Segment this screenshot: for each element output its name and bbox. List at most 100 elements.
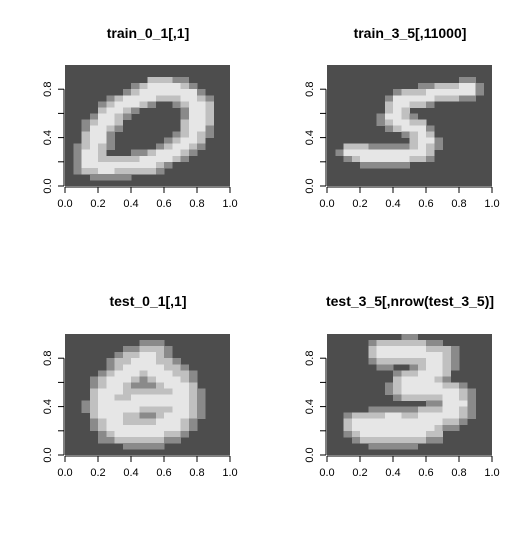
image-pixel: [197, 113, 206, 120]
image-pixel: [376, 340, 386, 347]
image-pixel: [106, 119, 115, 126]
image-pixel: [172, 436, 181, 444]
image-pixel: [180, 83, 190, 90]
image-pixel: [417, 406, 427, 414]
image-pixel: [197, 412, 206, 420]
image-pixel: [417, 376, 427, 383]
image-pixel: [122, 376, 132, 383]
image-pixel: [442, 358, 452, 365]
image-pixel: [417, 137, 427, 145]
image-pixel: [98, 430, 107, 438]
image-pixel: [401, 89, 410, 96]
image-pixel: [205, 119, 214, 126]
image-pixel: [131, 376, 140, 383]
image-pixel: [393, 412, 402, 420]
image-pixel: [131, 155, 140, 163]
image-pixel: [467, 83, 476, 90]
image-pixel: [401, 442, 410, 450]
image-pixel: [106, 101, 115, 108]
image-pixel: [81, 400, 91, 407]
image-pixel: [131, 442, 140, 450]
x-tick-label: 0.8: [451, 467, 466, 479]
image-pixel: [426, 346, 435, 353]
x-tick-label: 1.0: [222, 198, 237, 210]
image-pixel: [122, 89, 132, 96]
image-pixel: [131, 418, 140, 426]
image-pixel: [343, 149, 353, 157]
image-pixel: [384, 346, 394, 353]
image-pixel: [188, 149, 198, 157]
image-pixel: [197, 388, 206, 395]
image-pixel: [368, 340, 377, 347]
y-tick-label: 0.0: [42, 178, 54, 193]
image-pixel: [139, 352, 148, 359]
image-pixel: [351, 143, 361, 151]
image-pixel: [434, 418, 443, 426]
image-pixel: [434, 430, 443, 438]
panel-title: test_0_1[,1]: [109, 293, 186, 309]
image-pixel: [467, 412, 476, 420]
image-pixel: [122, 436, 132, 444]
image-pixel: [155, 418, 165, 426]
image-pixel: [98, 376, 107, 383]
image-pixel: [351, 155, 361, 163]
image-pixel: [122, 394, 132, 401]
image-pixel: [106, 173, 115, 181]
x-tick-label: 0.8: [189, 467, 204, 479]
image-pixel: [368, 352, 377, 359]
image-pixel: [409, 346, 419, 353]
image-pixel: [98, 388, 107, 395]
image-pixel: [89, 113, 99, 120]
image-pixel: [384, 406, 394, 414]
image-pixel: [122, 442, 132, 450]
image-pixel: [98, 406, 107, 414]
x-tick-label: 0.6: [418, 467, 433, 479]
image-pixel: [114, 394, 124, 401]
image-pixel: [459, 400, 468, 407]
image-pixel: [368, 430, 377, 438]
image-pixel: [155, 352, 165, 359]
image-pixel: [147, 406, 157, 414]
image-pixel: [122, 364, 132, 371]
image-pixel: [450, 388, 460, 395]
image-pixel: [426, 83, 435, 90]
image-pixel: [139, 167, 148, 175]
image-pixel: [417, 125, 427, 132]
image-pixel: [409, 340, 419, 347]
image-pixel: [139, 370, 148, 377]
image-pixel: [188, 370, 198, 377]
image-pixel: [188, 89, 198, 96]
image-pixel: [164, 418, 173, 426]
image-pixel: [376, 352, 386, 359]
image-pixel: [147, 376, 157, 383]
image-pixel: [384, 125, 394, 132]
image-pixel: [131, 149, 140, 157]
image-pixel: [98, 107, 107, 114]
image-pixel: [401, 346, 410, 353]
y-tick-label: 0.0: [304, 447, 316, 462]
digit-image: [335, 77, 485, 169]
image-pixel: [401, 149, 410, 157]
image-pixel: [188, 376, 198, 383]
image-pixel: [426, 406, 435, 414]
image-pixel: [98, 131, 107, 138]
image-pixel: [155, 89, 165, 96]
image-pixel: [442, 388, 452, 395]
image-pixel: [164, 430, 173, 438]
image-pixel: [188, 107, 198, 114]
image-pixel: [459, 382, 468, 389]
image-pixel: [426, 340, 435, 347]
x-tick-label: 0.6: [156, 467, 171, 479]
image-pixel: [417, 101, 427, 108]
image-pixel: [155, 358, 165, 365]
image-pixel: [106, 412, 115, 420]
image-pixel: [147, 83, 157, 90]
image-pixel: [98, 394, 107, 401]
image-pixel: [368, 143, 377, 151]
image-pixel: [164, 161, 173, 169]
image-pixel: [401, 370, 410, 377]
image-pixel: [89, 424, 99, 432]
image-pixel: [417, 155, 427, 163]
image-pixel: [393, 107, 402, 114]
image-pixel: [459, 418, 468, 426]
